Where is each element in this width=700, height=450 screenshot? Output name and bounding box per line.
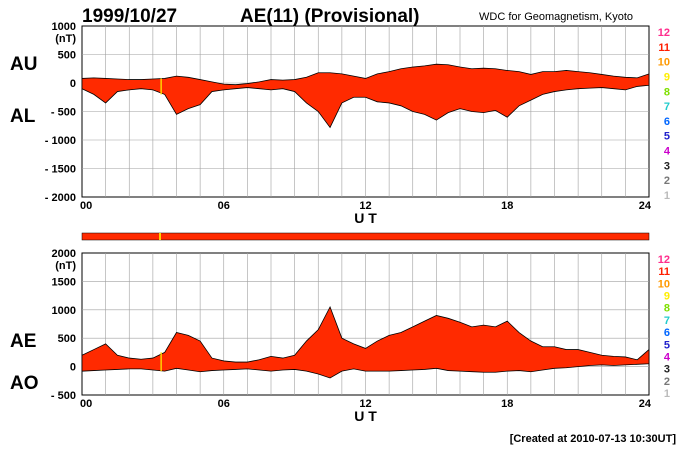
au-al-legend-item: 10	[658, 57, 670, 69]
au-al-x-tick-label: 12	[359, 200, 371, 212]
au-al-x-tick-label: 18	[501, 200, 513, 212]
ae-ao-legend-item: 11	[658, 266, 670, 278]
au-al-legend-item: 1	[664, 190, 670, 202]
au-al-legend-item: 11	[658, 42, 670, 54]
data-source: WDC for Geomagnetism, Kyoto	[479, 11, 633, 23]
au-al-legend-item: 4	[664, 146, 671, 158]
created-timestamp: [Created at 2010-07-13 10:30UT]	[510, 433, 677, 445]
ae-ao-legend-item: 3	[664, 364, 670, 376]
au-al-x-tick-label: 00	[80, 200, 92, 212]
au-al-x-label: U T	[354, 210, 377, 226]
ae-ao-y-unit: (nT)	[55, 260, 76, 272]
au-al-y-unit: (nT)	[55, 33, 76, 45]
ae-ao-x-tick-label: 18	[501, 398, 513, 410]
ae-ao-x-tick-label: 12	[359, 398, 371, 410]
ae-ao-y-tick-label: 0	[70, 362, 76, 374]
ae-ao-legend-item: 4	[664, 351, 671, 363]
ae-ao-x-tick-label: 00	[80, 398, 92, 410]
au-al-x-tick-label: 24	[639, 200, 652, 212]
ae-ao-x-tick-label: 06	[218, 398, 230, 410]
ae-ao-y-tick-label: 500	[58, 333, 76, 345]
ae-ao-y-tick-label: 1500	[52, 276, 76, 288]
au-al-y-tick-label: - 500	[51, 107, 76, 119]
au-al-legend: 12 11 10 9 8 7 6 5 4 3 2 1	[658, 27, 671, 202]
al-label: AL	[10, 106, 36, 127]
ae-ao-legend-item: 12	[658, 254, 670, 266]
au-al-y-tick-label: - 1000	[45, 135, 76, 147]
ae-ao-x-ticks: 00 06 12 18 24	[80, 398, 652, 410]
ae-ao-y-tick-label: 1000	[52, 305, 76, 317]
ae-ao-legend-item: 2	[664, 376, 670, 388]
ae-ao-area-group	[81, 305, 650, 379]
ae-ao-legend-item: 7	[664, 315, 670, 327]
ao-label: AO	[10, 373, 39, 394]
ae-ao-y-ticks: 2000 1500 1000 500 0 - 500	[51, 248, 76, 402]
au-al-legend-item: 3	[664, 160, 670, 172]
au-al-area	[81, 63, 650, 129]
ae-ao-legend-item: 10	[658, 278, 670, 290]
plot-date: 1999/10/27	[82, 6, 177, 27]
ae-ao-legend-item: 9	[664, 291, 670, 303]
au-al-y-tick-label: 500	[58, 50, 76, 62]
au-al-y-tick-label: 0	[70, 78, 76, 90]
ae-ao-grid	[82, 253, 649, 395]
ae-ao-y-tick-label: - 500	[51, 390, 76, 402]
ae-label: AE	[10, 331, 36, 352]
au-al-legend-item: 6	[664, 116, 670, 128]
ae-ao-legend-item: 8	[664, 303, 670, 315]
ae-ao-x-label: U T	[354, 408, 377, 424]
au-al-y-tick-label: - 2000	[45, 192, 76, 204]
ae-ao-y-tick-label: 2000	[52, 248, 76, 260]
ae-ao-legend-item: 5	[664, 339, 670, 351]
au-al-y-tick-label: - 1500	[45, 164, 76, 176]
separator-bar	[81, 232, 650, 241]
au-al-y-ticks: 1000 500 0 - 500 - 1000 - 1500 - 2000	[45, 21, 76, 204]
au-al-legend-item: 9	[664, 71, 670, 83]
ae-ao-x-tick-label: 24	[639, 398, 652, 410]
au-al-legend-item: 7	[664, 101, 670, 113]
plot-title: AE(11) (Provisional)	[240, 6, 420, 27]
ae-ao-legend-item: 6	[664, 327, 670, 339]
au-al-area-group	[81, 63, 650, 129]
au-al-legend-item: 12	[658, 27, 670, 39]
au-al-legend-item: 2	[664, 175, 670, 187]
au-al-grid	[82, 26, 649, 197]
au-al-x-tick-label: 06	[218, 200, 230, 212]
au-al-y-tick-label: 1000	[52, 21, 76, 33]
au-label: AU	[10, 54, 37, 75]
au-al-legend-item: 5	[664, 131, 670, 143]
ae-ao-area	[81, 305, 650, 379]
au-al-legend-item: 8	[664, 86, 670, 98]
ae-ao-legend-item: 1	[664, 388, 670, 400]
au-al-x-ticks: 00 06 12 18 24	[80, 200, 652, 212]
